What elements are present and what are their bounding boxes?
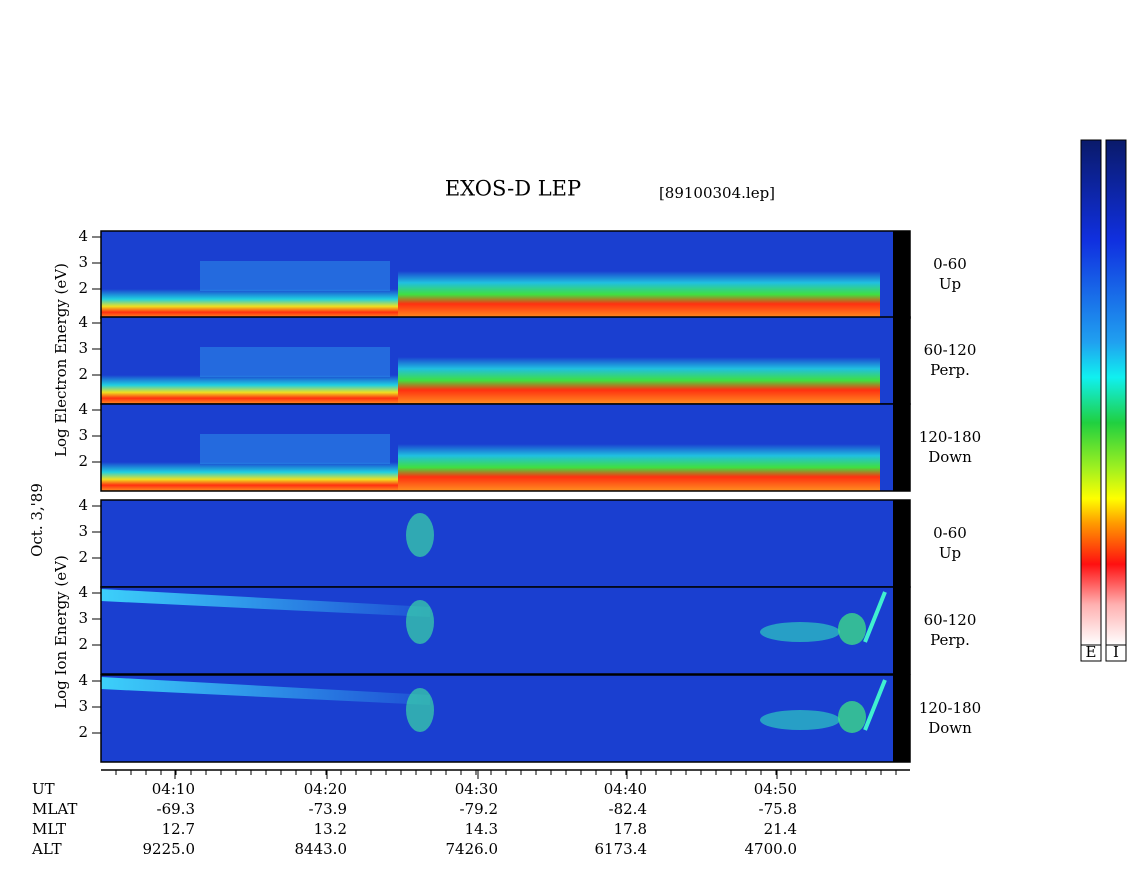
row-label: MLAT [32, 800, 77, 818]
y-tick-label: 4 [78, 400, 88, 418]
y-tick-label: 2 [78, 548, 88, 566]
y-tick-label: 4 [78, 583, 88, 601]
row-value: 7426.0 [446, 840, 499, 858]
electron-band [398, 357, 880, 404]
ion-blob [406, 513, 434, 557]
ion-blob [838, 613, 866, 645]
panel-strip [893, 587, 910, 674]
pitch-label: 120-180 [919, 428, 981, 446]
row-value: 14.3 [465, 820, 498, 838]
panel-strip [893, 404, 910, 491]
electron-band [398, 271, 880, 318]
panel-frame [100, 674, 911, 763]
row-value: 04:50 [754, 780, 797, 798]
ion-blob [406, 600, 434, 644]
electron-band [101, 289, 398, 318]
colorbar-e [1080, 139, 1102, 646]
date-label: Oct. 3,'89 [28, 483, 46, 557]
direction-label: Down [928, 448, 972, 466]
y-tick-label: 2 [78, 635, 88, 653]
file-name: [89100304.lep] [659, 184, 775, 202]
row-label: MLT [32, 820, 66, 838]
electron-band [101, 375, 398, 404]
panel-frame [100, 403, 911, 492]
row-value: -82.4 [609, 800, 647, 818]
row-value: -69.3 [157, 800, 195, 818]
row-value: 12.7 [162, 820, 195, 838]
row-value: -75.8 [759, 800, 797, 818]
electron-band [101, 462, 398, 491]
ion-streak [863, 679, 887, 731]
row-value: 13.2 [314, 820, 347, 838]
row-label: ALT [31, 840, 62, 858]
panel-strip [893, 500, 910, 587]
direction-label: Up [939, 275, 961, 293]
y-tick-label: 3 [78, 426, 88, 444]
ion-blob [760, 710, 840, 730]
direction-label: Perp. [930, 361, 970, 379]
row-value: -73.9 [309, 800, 347, 818]
colorbar-label: I [1113, 643, 1119, 661]
ion-axis-label: Log Ion Energy (eV) [52, 555, 70, 709]
title: EXOS-D LEP [445, 177, 581, 201]
ion-blob [406, 688, 434, 732]
panel-frame [100, 586, 911, 675]
row-value: 04:30 [455, 780, 498, 798]
ion-streak [863, 591, 887, 643]
row-value: 04:20 [304, 780, 347, 798]
row-value: 4700.0 [745, 840, 798, 858]
panel-strip [893, 231, 910, 318]
y-tick-label: 3 [78, 697, 88, 715]
y-tick-label: 4 [78, 227, 88, 245]
direction-label: Perp. [930, 631, 970, 649]
direction-label: Down [928, 719, 972, 737]
y-tick-label: 2 [78, 279, 88, 297]
electron-band [398, 444, 880, 491]
ion-blob [838, 701, 866, 733]
colorbar-box [1105, 644, 1127, 662]
electron-axis-label: Log Electron Energy (eV) [52, 263, 70, 457]
pitch-label: 0-60 [933, 524, 967, 542]
y-tick-label: 4 [78, 671, 88, 689]
row-value: -79.2 [460, 800, 498, 818]
panel-strip [893, 675, 910, 762]
row-value: 04:40 [604, 780, 647, 798]
colorbar-box [1080, 644, 1102, 662]
y-tick-label: 2 [78, 723, 88, 741]
electron-haze [200, 261, 390, 291]
y-tick-label: 3 [78, 339, 88, 357]
panel-strip [893, 317, 910, 404]
pitch-label: 120-180 [919, 699, 981, 717]
electron-haze [200, 347, 390, 377]
pitch-label: 0-60 [933, 255, 967, 273]
direction-label: Up [939, 544, 961, 562]
row-value: 21.4 [764, 820, 797, 838]
row-label: UT [32, 780, 55, 798]
y-tick-label: 4 [78, 496, 88, 514]
row-value: 8443.0 [295, 840, 348, 858]
electron-haze [200, 434, 390, 464]
pitch-label: 60-120 [924, 341, 977, 359]
y-tick-label: 3 [78, 253, 88, 271]
y-tick-label: 2 [78, 365, 88, 383]
panel-background [101, 500, 893, 587]
y-tick-label: 3 [78, 522, 88, 540]
ion-band [101, 589, 430, 617]
row-value: 9225.0 [143, 840, 196, 858]
row-value: 6173.4 [595, 840, 648, 858]
colorbar-label: E [1086, 643, 1097, 661]
y-tick-label: 3 [78, 609, 88, 627]
row-value: 17.8 [614, 820, 647, 838]
ion-blob [760, 622, 840, 642]
colorbar-i [1105, 139, 1127, 646]
row-value: 04:10 [152, 780, 195, 798]
pitch-label: 60-120 [924, 611, 977, 629]
y-tick-label: 4 [78, 313, 88, 331]
ion-band [101, 677, 430, 705]
y-tick-label: 2 [78, 452, 88, 470]
